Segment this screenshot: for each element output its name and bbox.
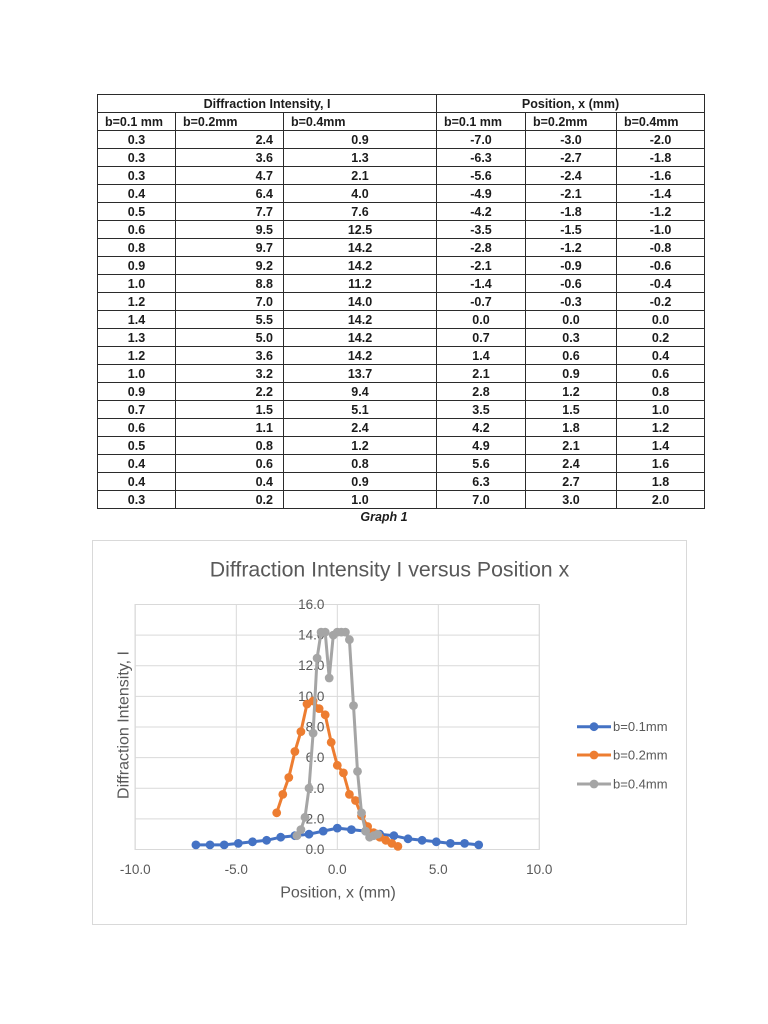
svg-text:-5.0: -5.0	[225, 862, 248, 877]
svg-text:b=0.4mm: b=0.4mm	[613, 777, 668, 792]
svg-text:b=0.2mm: b=0.2mm	[613, 748, 668, 763]
svg-text:10.0: 10.0	[298, 689, 324, 704]
svg-text:5.0: 5.0	[429, 862, 448, 877]
svg-text:16.0: 16.0	[298, 597, 324, 612]
svg-text:10.0: 10.0	[526, 862, 552, 877]
svg-text:Position, x (mm): Position, x (mm)	[280, 885, 396, 902]
svg-text:Diffraction Intensity, I: Diffraction Intensity, I	[116, 651, 133, 799]
svg-text:-10.0: -10.0	[120, 862, 151, 877]
svg-text:0.0: 0.0	[328, 862, 347, 877]
svg-text:6.0: 6.0	[306, 750, 325, 765]
svg-text:0.0: 0.0	[306, 842, 325, 857]
svg-text:Diffraction Intensity I versus: Diffraction Intensity I versus Position …	[210, 558, 570, 582]
svg-text:2.0: 2.0	[306, 811, 325, 826]
svg-text:b=0.1mm: b=0.1mm	[613, 719, 668, 734]
